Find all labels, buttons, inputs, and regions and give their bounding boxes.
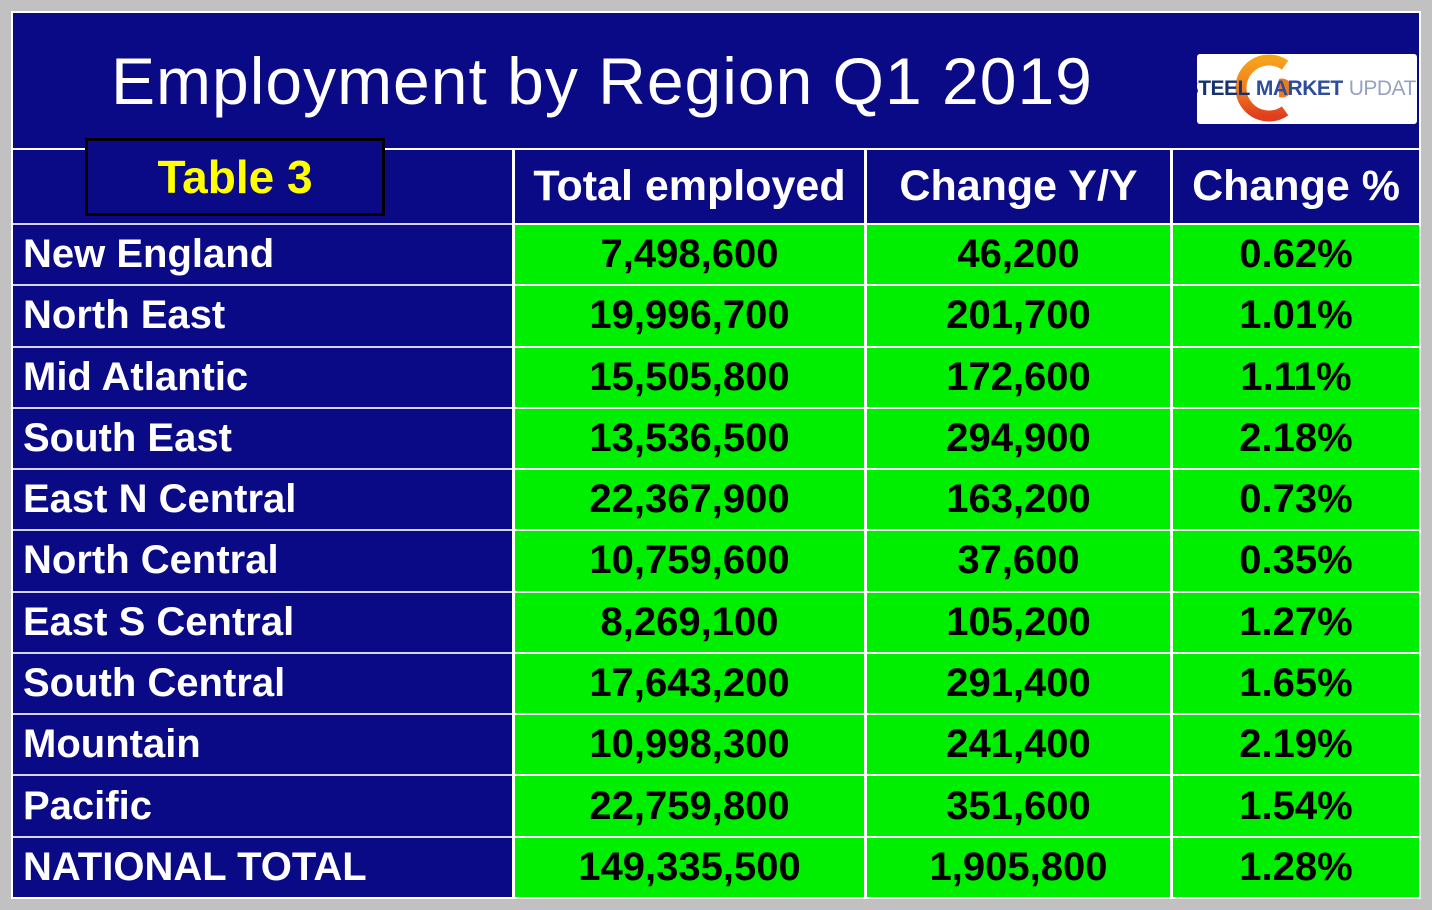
change-yy-value: 163,200 <box>864 468 1170 530</box>
table-row: Mid Atlantic 15,505,800 172,600 1.11% <box>13 345 1419 407</box>
change-yy-value: 201,700 <box>864 284 1170 346</box>
region-label: South Central <box>13 651 512 714</box>
change-pct-value: 2.19% <box>1170 713 1419 775</box>
total-employed-value: 8,269,100 <box>512 590 864 652</box>
change-yy-value: 172,600 <box>864 345 1170 407</box>
total-employed-value: 17,643,200 <box>512 651 864 714</box>
table-row: East N Central 22,367,900 163,200 0.73% <box>13 468 1419 530</box>
total-employed-value: 10,759,600 <box>512 529 864 591</box>
region-label: South East <box>13 406 512 469</box>
change-pct-value: 1.65% <box>1170 651 1419 714</box>
logo-word-update: UPDATE <box>1348 77 1417 100</box>
region-label: Pacific <box>13 774 512 836</box>
total-employed-value: 149,335,500 <box>512 835 864 897</box>
table-3-label: Table 3 <box>157 151 313 203</box>
region-label: North Central <box>13 529 512 591</box>
change-yy-value: 1,905,800 <box>864 835 1170 897</box>
total-employed-value: 10,998,300 <box>512 713 864 775</box>
table-header-row: Total employed Change Y/Y Change % <box>13 148 1419 223</box>
table-row: NATIONAL TOTAL 149,335,500 1,905,800 1.2… <box>13 835 1419 897</box>
table-row: Pacific 22,759,800 351,600 1.54% <box>13 774 1419 836</box>
table-row: South East 13,536,500 294,900 2.18% <box>13 406 1419 469</box>
change-pct-value: 1.28% <box>1170 835 1419 897</box>
table-body: New England 7,498,600 46,200 0.62% North… <box>13 223 1419 897</box>
total-employed-value: 13,536,500 <box>512 406 864 469</box>
logo-word-steel: STEEL <box>1197 77 1250 100</box>
change-pct-value: 1.11% <box>1170 345 1419 407</box>
change-yy-value: 105,200 <box>864 590 1170 652</box>
change-pct-value: 1.01% <box>1170 284 1419 346</box>
change-yy-value: 291,400 <box>864 651 1170 714</box>
region-label: East N Central <box>13 468 512 530</box>
table-row: North Central 10,759,600 37,600 0.35% <box>13 529 1419 591</box>
total-employed-value: 7,498,600 <box>512 223 864 285</box>
total-employed-value: 22,367,900 <box>512 468 864 530</box>
region-label: New England <box>13 223 512 285</box>
total-employed-value: 22,759,800 <box>512 774 864 836</box>
page-title: Employment by Region Q1 2019 <box>111 43 1093 118</box>
change-pct-value: 0.73% <box>1170 468 1419 530</box>
total-employed-value: 19,996,700 <box>512 284 864 346</box>
region-label: Mountain <box>13 713 512 775</box>
change-pct-value: 0.62% <box>1170 223 1419 285</box>
region-label: East S Central <box>13 590 512 652</box>
logo-word-market: MARKET <box>1255 77 1343 100</box>
employment-table: Total employed Change Y/Y Change % New E… <box>13 148 1419 897</box>
change-yy-value: 37,600 <box>864 529 1170 591</box>
change-yy-value: 294,900 <box>864 406 1170 469</box>
change-pct-value: 2.18% <box>1170 406 1419 469</box>
logo-crescent-icon <box>1235 54 1292 122</box>
title-bar: Employment by Region Q1 2019 STEEL MARKE… <box>13 13 1419 148</box>
table-row: South Central 17,643,200 291,400 1.65% <box>13 651 1419 714</box>
slide-panel: Employment by Region Q1 2019 STEEL MARKE… <box>11 11 1421 899</box>
table-row: Mountain 10,998,300 241,400 2.19% <box>13 713 1419 775</box>
region-label: NATIONAL TOTAL <box>13 835 512 897</box>
table-3-badge: Table 3 <box>85 138 385 216</box>
change-yy-value: 351,600 <box>864 774 1170 836</box>
header-change-yy: Change Y/Y <box>864 150 1170 223</box>
region-label: North East <box>13 284 512 346</box>
header-total-employed: Total employed <box>512 150 864 223</box>
change-yy-value: 46,200 <box>864 223 1170 285</box>
change-pct-value: 1.54% <box>1170 774 1419 836</box>
table-row: East S Central 8,269,100 105,200 1.27% <box>13 590 1419 652</box>
total-employed-value: 15,505,800 <box>512 345 864 407</box>
logo-text: STEEL MARKET UPDATE <box>1197 54 1417 124</box>
table-row: New England 7,498,600 46,200 0.62% <box>13 223 1419 285</box>
change-pct-value: 0.35% <box>1170 529 1419 591</box>
region-label: Mid Atlantic <box>13 345 512 407</box>
change-yy-value: 241,400 <box>864 713 1170 775</box>
header-change-pct: Change % <box>1170 150 1419 223</box>
steel-market-update-logo: STEEL MARKET UPDATE <box>1197 54 1417 124</box>
table-row: North East 19,996,700 201,700 1.01% <box>13 284 1419 346</box>
change-pct-value: 1.27% <box>1170 590 1419 652</box>
